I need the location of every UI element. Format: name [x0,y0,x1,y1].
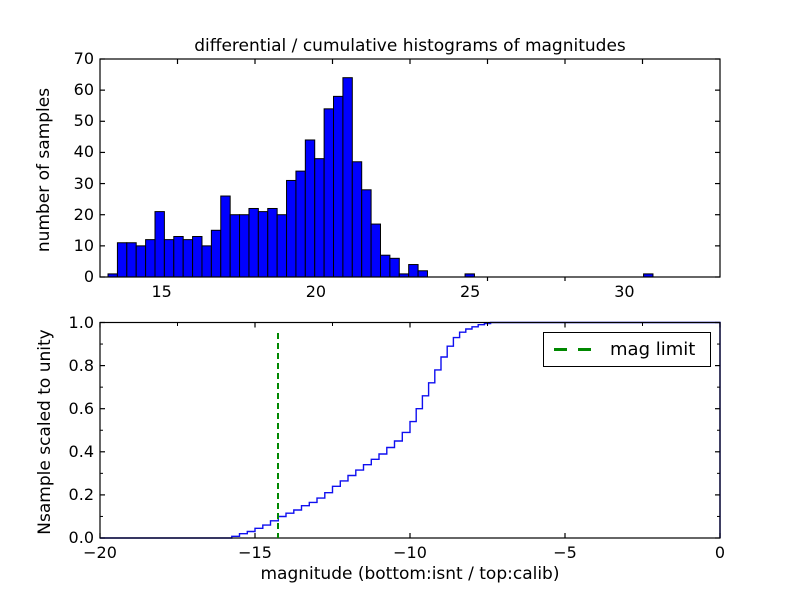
histogram-bar [192,236,203,278]
bottom-ytick-label: 0.4 [68,441,94,461]
histogram-bar [182,239,194,278]
chart-title: differential / cumulative histograms of … [194,36,626,56]
histogram-bar [276,214,288,278]
histogram-bar [239,214,250,278]
bottom-ytick-label: 0.6 [68,398,94,418]
histogram-bar [314,158,325,278]
histogram-bar [323,108,335,278]
bottom-xtick-label: −20 [83,543,117,562]
top-ytick-label: 60 [73,80,94,100]
legend-label: mag limit [610,338,696,360]
bottom-xtick-label: 0 [714,543,726,562]
bottom-x-axis-label: magnitude (bottom:isnt / top:calib) [260,564,560,584]
legend-dash-icon [554,348,596,351]
top-ytick-label: 30 [73,173,94,193]
bottom-xtick-label: −15 [238,543,272,562]
mag-limit-line [277,333,280,538]
histogram-bar [116,242,128,278]
histogram-bar [295,170,306,278]
histogram-bar [342,77,353,278]
legend: mag limit [543,332,711,367]
histogram-bar [201,245,212,278]
histogram-bar [154,211,165,278]
top-xtick-label: 15 [151,282,172,301]
histogram-bar [267,207,278,278]
histogram-bar [286,179,297,278]
histogram-bar [163,239,175,278]
histogram-bar [210,229,222,278]
top-xtick-label: 25 [459,282,481,301]
top-ytick-label: 40 [73,142,94,162]
top-ytick-label: 50 [73,111,94,131]
histogram-bar [333,95,344,278]
histogram-bar [145,239,156,278]
histogram-bar [257,211,269,278]
histogram-bar [229,214,241,278]
top-xtick-label: 20 [305,282,327,301]
bottom-xtick-label: −10 [393,543,427,562]
top-xtick-label: 30 [614,282,635,301]
bottom-ytick-label: 1.0 [68,312,94,332]
histogram-bar [351,161,363,278]
histogram-bar [361,189,372,278]
top-ytick-label: 20 [73,204,94,224]
bottom-ytick-label: 0.2 [68,484,94,504]
cumulative-curve [100,321,721,539]
histogram-bar [379,254,391,278]
histogram-bar [304,139,316,278]
histogram-bar [135,245,147,278]
top-ytick-label: 10 [73,235,94,255]
histogram-bar [408,264,419,278]
bottom-ytick-label: 0.0 [68,528,94,547]
histogram-bar [389,257,400,278]
top-ytick-label: 0 [83,267,94,286]
bottom-xtick-label: −5 [553,543,577,562]
histogram-bar [370,223,381,278]
bottom-ytick-label: 0.8 [68,355,94,375]
histogram-bar [248,207,259,278]
histogram-bar [126,242,137,278]
histogram-bar [220,195,231,278]
top-ytick-label: 70 [73,49,94,68]
histogram-bar [173,236,184,278]
histogram-bar [417,270,428,278]
